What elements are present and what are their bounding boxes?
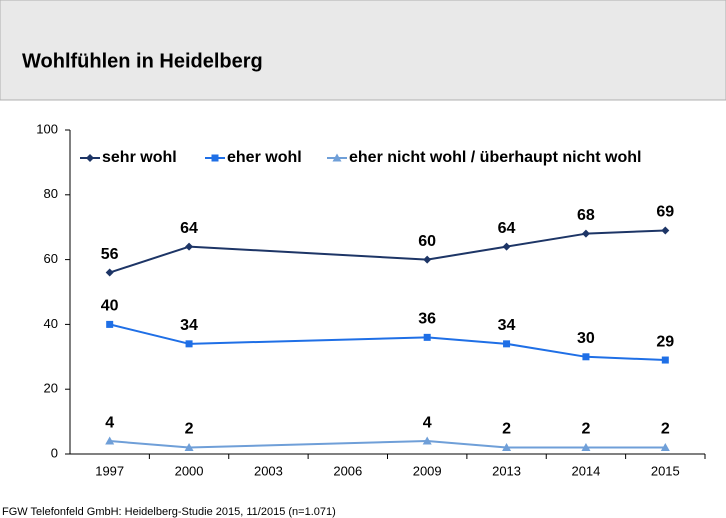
data-label: 36 (418, 311, 436, 328)
x-tick-label: 2009 (413, 463, 442, 478)
data-label: 2 (581, 421, 590, 438)
data-label: 68 (577, 207, 595, 224)
data-label: 34 (498, 317, 516, 334)
source-note: FGW Telefonfeld GmbH: Heidelberg-Studie … (2, 506, 336, 518)
line-segment (506, 232, 587, 248)
x-tick-label: 2003 (254, 463, 283, 478)
y-tick-label: 60 (44, 251, 58, 266)
line-segment (427, 440, 507, 449)
legend-marker (86, 154, 94, 162)
y-tick-label: 20 (44, 381, 58, 396)
line-segment (109, 245, 190, 274)
y-tick-label: 40 (44, 316, 58, 331)
y-tick-label: 80 (44, 186, 58, 201)
marker (661, 226, 670, 235)
y-tick-label: 0 (51, 445, 58, 460)
marker (581, 229, 590, 238)
x-tick-label: 2006 (333, 463, 362, 478)
data-label: 30 (577, 330, 595, 347)
marker (581, 443, 591, 452)
legend-marker (332, 153, 342, 162)
data-label: 4 (423, 414, 432, 431)
data-label: 29 (656, 333, 674, 350)
marker (661, 356, 669, 364)
legend-label: eher nicht wohl / überhaupt nicht wohl (349, 149, 641, 166)
marker (184, 443, 194, 452)
data-label: 2 (502, 421, 511, 438)
line-segment (109, 440, 190, 449)
line-segment (189, 336, 428, 345)
x-tick-label: 2000 (175, 463, 204, 478)
marker (105, 436, 115, 445)
marker (423, 333, 431, 341)
marker (106, 320, 114, 328)
marker (660, 443, 670, 452)
marker (502, 443, 512, 452)
legend-label: sehr wohl (102, 149, 177, 166)
marker (502, 242, 511, 251)
data-label: 4 (105, 414, 114, 431)
line-segment (427, 336, 507, 345)
data-label: 2 (185, 421, 194, 438)
marker (185, 340, 193, 348)
marker (423, 255, 432, 264)
x-tick-label: 2015 (651, 463, 680, 478)
data-label: 64 (498, 220, 516, 237)
line-segment (427, 245, 507, 261)
legend-marker (211, 154, 219, 162)
header-band (0, 0, 726, 101)
marker (422, 436, 432, 445)
legend-label: eher wohl (227, 149, 302, 166)
x-tick-label: 2013 (492, 463, 521, 478)
data-label: 64 (180, 220, 198, 237)
line-segment (506, 342, 587, 358)
chart-title: Wohlfühlen in Heidelberg (22, 50, 263, 72)
data-label: 60 (418, 233, 436, 250)
data-label: 69 (656, 204, 674, 221)
line-segment (109, 323, 190, 345)
marker (105, 268, 114, 277)
data-label: 40 (101, 298, 119, 315)
data-label: 34 (180, 317, 198, 334)
line-segment (189, 440, 428, 449)
data-label: 56 (101, 246, 119, 263)
line-segment (585, 229, 666, 235)
marker (185, 242, 194, 251)
y-tick-label: 100 (36, 121, 58, 136)
x-tick-label: 2014 (571, 463, 600, 478)
line-segment (189, 245, 428, 261)
data-label: 2 (661, 421, 670, 438)
marker (582, 353, 590, 361)
x-tick-label: 1997 (95, 463, 124, 478)
marker (503, 340, 511, 348)
line-segment (585, 355, 666, 362)
